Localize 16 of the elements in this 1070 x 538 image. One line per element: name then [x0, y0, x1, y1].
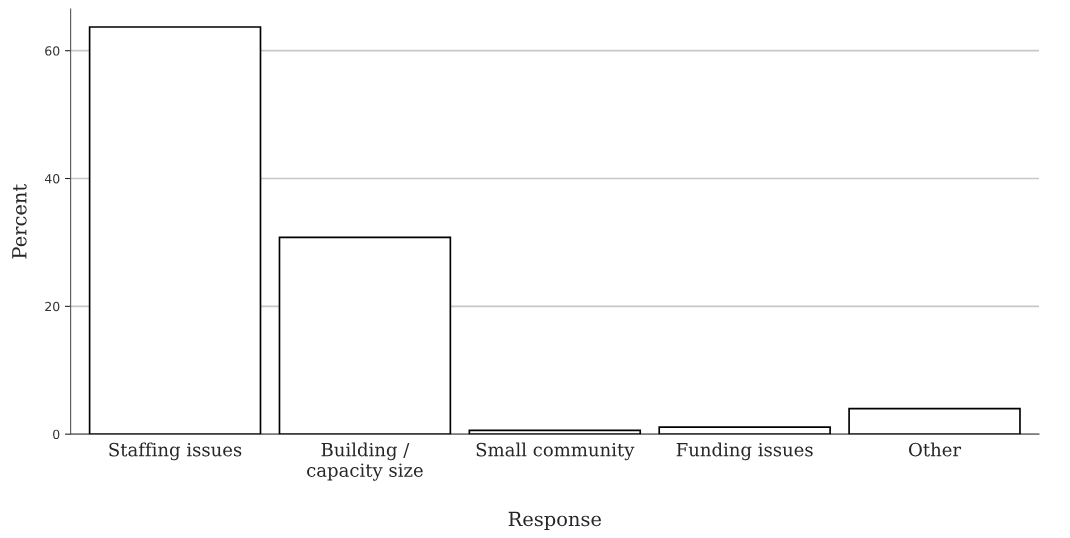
- bar: [658, 426, 831, 435]
- x-tick-label: Small community: [476, 442, 635, 461]
- y-tick-label: 20: [45, 301, 60, 312]
- x-tick-label: Building / capacity size: [307, 442, 423, 481]
- x-axis-title: Response: [508, 511, 601, 531]
- bar: [278, 236, 452, 435]
- y-tick-label: 40: [44, 173, 60, 184]
- x-tick-label: Other: [909, 442, 962, 457]
- bar: [468, 429, 642, 435]
- bar: [848, 407, 1021, 435]
- y-tick-label: 0: [53, 429, 60, 440]
- bar: [88, 26, 262, 435]
- y-axis-title: Percent: [12, 183, 27, 259]
- x-tick-label: Staffing issues: [109, 442, 242, 461]
- x-tick-label: Funding issues: [676, 442, 813, 461]
- y-tick-label: 60: [45, 46, 60, 56]
